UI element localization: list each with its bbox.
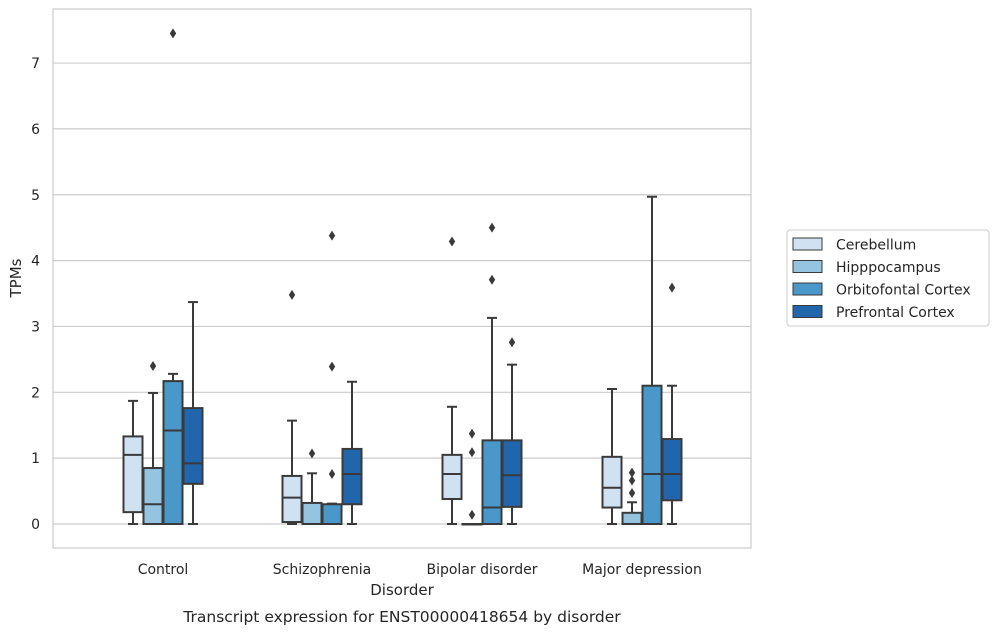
box-hipppocampus xyxy=(142,360,164,525)
outlier-point xyxy=(468,509,476,520)
y-tick-label: 2 xyxy=(31,385,40,401)
box-body xyxy=(501,439,523,508)
box-prefrontal-cortex xyxy=(661,282,683,525)
outlier-point xyxy=(288,289,296,300)
box-body xyxy=(321,503,343,525)
box-body xyxy=(341,447,363,506)
box-cerebellum xyxy=(601,388,623,525)
x-axis-label: Disorder xyxy=(370,581,434,599)
legend-frame xyxy=(786,229,990,327)
outlier-point xyxy=(328,361,336,372)
x-tick-labels: Control Schizophrenia Bipolar disorder Majo… xyxy=(138,562,702,578)
box-body xyxy=(301,501,323,526)
box-body xyxy=(661,438,683,502)
y-tick-labels: 0 1 2 3 4 5 6 7 xyxy=(31,56,40,533)
box-cerebellum xyxy=(122,399,144,525)
box-body xyxy=(281,474,303,524)
x-tick-label: Control xyxy=(138,562,189,578)
y-tick-label: 7 xyxy=(31,56,40,72)
x-tick-label: Schizophrenia xyxy=(273,562,371,578)
box-body xyxy=(641,384,663,525)
outlier-point xyxy=(149,360,157,371)
box-orbitofontal-cortex xyxy=(481,222,503,526)
box-body xyxy=(122,435,144,514)
outlier-point xyxy=(628,475,636,486)
box-body xyxy=(441,453,463,500)
box-hipppocampus xyxy=(301,448,323,526)
y-tick-label: 0 xyxy=(31,517,40,533)
legend-swatch xyxy=(792,260,823,273)
box-hipppocampus xyxy=(461,428,483,526)
chart-caption: Transcript expression for ENST0000041865… xyxy=(182,608,621,626)
box-prefrontal-cortex xyxy=(341,380,363,525)
y-tick-label: 5 xyxy=(31,188,40,204)
y-tick-label: 1 xyxy=(31,451,40,467)
legend-label: Prefrontal Cortex xyxy=(836,305,955,321)
outlier-point xyxy=(308,448,316,459)
legend: Cerebellum Hipppocampus Orbitofontal Corte… xyxy=(786,229,990,327)
legend-swatch xyxy=(792,237,823,251)
box-body xyxy=(481,439,503,526)
outlier-point xyxy=(448,236,456,247)
legend-label: Cerebellum xyxy=(836,238,916,254)
x-tick-label: Major depression xyxy=(582,562,702,578)
outlier-point xyxy=(169,28,177,39)
outlier-point xyxy=(508,337,516,348)
outlier-point xyxy=(488,274,496,285)
legend-swatch xyxy=(792,305,823,318)
outlier-point xyxy=(328,468,336,479)
outlier-point xyxy=(488,222,496,233)
outlier-point xyxy=(468,447,476,458)
legend-swatch xyxy=(792,282,823,296)
outlier-point xyxy=(468,428,476,439)
outlier-point xyxy=(328,230,336,241)
plot-frame xyxy=(52,8,752,549)
box-body xyxy=(601,455,623,509)
x-tick-label: Bipolar disorder xyxy=(426,562,537,578)
box-prefrontal-cortex xyxy=(182,301,204,525)
y-tick-label: 6 xyxy=(31,122,40,138)
box-prefrontal-cortex xyxy=(501,337,523,525)
box-orbitofontal-cortex xyxy=(641,195,663,525)
legend-label: Orbitofontal Cortex xyxy=(836,283,971,299)
outlier-point xyxy=(628,488,636,499)
box-cerebellum xyxy=(441,236,463,525)
box-orbitofontal-cortex xyxy=(321,230,343,525)
y-tick-label: 3 xyxy=(31,319,40,335)
y-tick-label: 4 xyxy=(31,254,40,270)
box-body xyxy=(621,511,643,525)
box-cerebellum xyxy=(281,289,303,525)
box-orbitofontal-cortex xyxy=(162,28,184,525)
box-body xyxy=(162,380,184,525)
box-hipppocampus xyxy=(621,467,643,525)
outlier-point xyxy=(668,282,676,293)
box-body xyxy=(142,467,164,525)
outlier-point xyxy=(628,467,636,478)
box-series xyxy=(122,28,683,526)
box-body xyxy=(182,407,204,485)
y-axis-label: TPMs xyxy=(7,258,25,298)
legend-label: Hipppocampus xyxy=(836,260,941,276)
